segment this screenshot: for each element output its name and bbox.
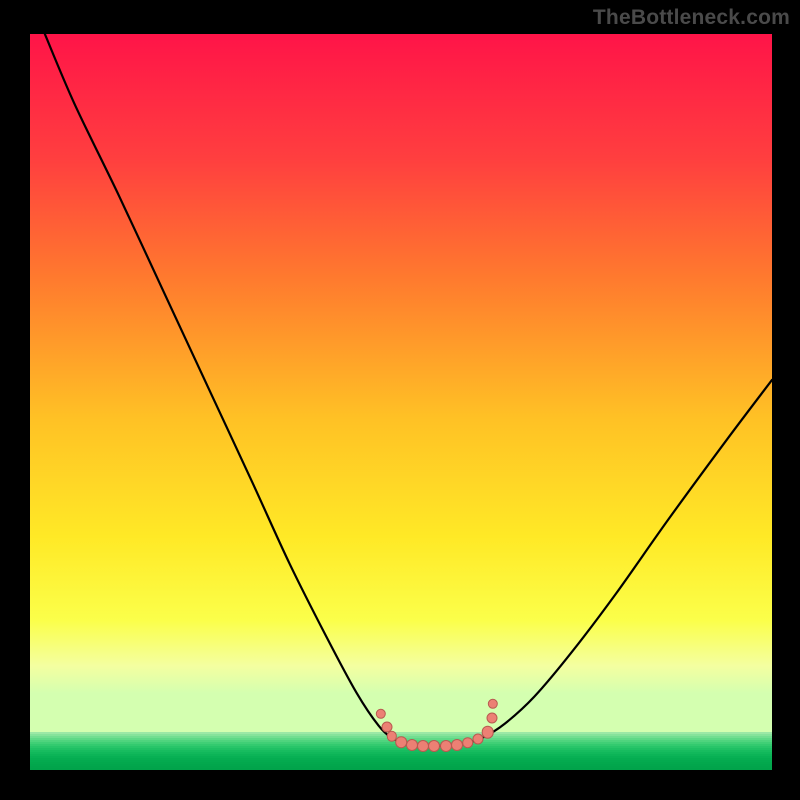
data-marker-11 <box>482 726 495 739</box>
data-marker-3 <box>395 736 407 748</box>
curve-path <box>45 34 772 746</box>
data-marker-8 <box>451 739 463 751</box>
watermark-text: TheBottleneck.com <box>593 6 790 30</box>
bottleneck-curve <box>30 34 772 770</box>
plot-area <box>30 34 772 770</box>
data-marker-12 <box>486 713 497 724</box>
chart-canvas: TheBottleneck.com <box>0 0 800 800</box>
